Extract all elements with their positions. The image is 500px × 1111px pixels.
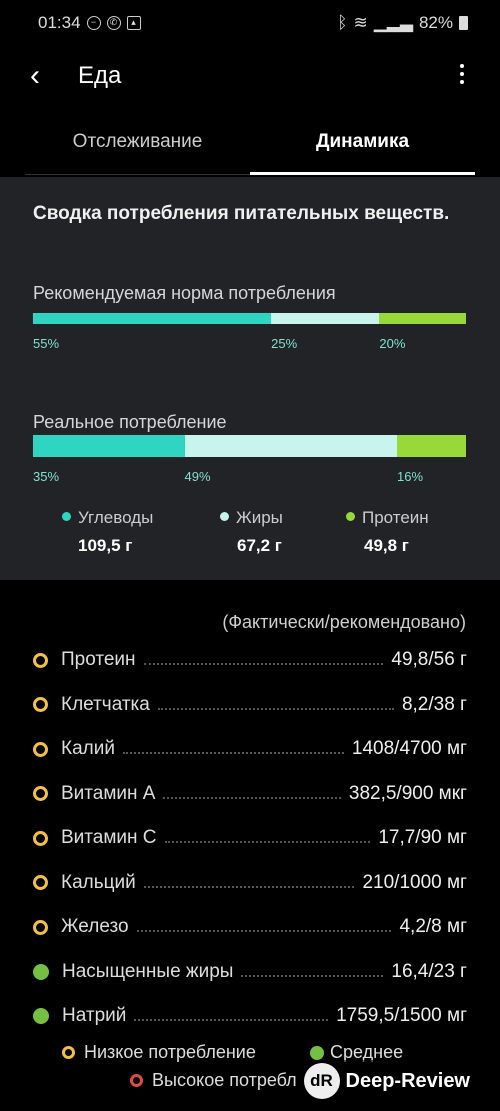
actual-segment-1	[184, 435, 397, 457]
whatsapp-icon: ✆	[106, 16, 121, 30]
low-intake-icon	[33, 652, 48, 668]
battery-percent: 82%	[418, 13, 453, 32]
recommended-segment-1	[271, 313, 380, 324]
high-intake-icon	[130, 1074, 143, 1087]
medium-intake-icon	[33, 963, 49, 980]
watermark-logo: dR	[303, 1063, 340, 1099]
fats-dot-icon	[220, 512, 229, 522]
low-intake-icon	[33, 786, 48, 801]
nutrient-name: Витамин C	[61, 827, 157, 848]
dotted-leader	[241, 974, 384, 977]
low-intake-icon	[33, 830, 48, 846]
nutrient-row: Витамин A 382,5/900 мкг	[33, 782, 467, 806]
nutrient-name: Натрий	[62, 1005, 127, 1026]
recommended-percent-1: 25%	[271, 336, 298, 351]
recommended-percent-2: 20%	[379, 336, 406, 351]
nutrient-row: Железо 4,2/8 мг	[33, 915, 467, 939]
low-intake-icon	[33, 875, 48, 890]
nutrient-value: 1408/4700 мг	[351, 738, 467, 759]
tab-tracking[interactable]: Отслеживание	[72, 131, 203, 152]
watermark-text: Deep-Review	[345, 1069, 471, 1092]
signal-icon: ▁▂▃	[373, 13, 413, 32]
recommended-segment-0	[33, 313, 272, 324]
do-not-disturb-icon: −	[86, 16, 101, 30]
nutrient-summary-card: Сводка потребления питательных веществ. …	[0, 177, 500, 580]
actual-label: Реальное потребление	[33, 412, 227, 432]
nutrient-value: 382,5/900 мкг	[348, 782, 467, 804]
medium-intake-icon	[33, 1008, 49, 1024]
dotted-leader	[136, 930, 392, 932]
recommended-bar	[33, 313, 466, 324]
legend-high: Высокое потребл	[130, 1070, 297, 1091]
app-bar: ‹ Еда	[0, 46, 500, 106]
tab-dynamics[interactable]: Динамика	[250, 116, 475, 175]
actual-segment-2	[396, 435, 466, 457]
nutrient-name: Калий	[61, 738, 115, 759]
recommended-label: Рекомендуемая норма потребления	[33, 283, 336, 303]
carbs-dot-icon	[62, 512, 71, 522]
actual-percent-0: 35%	[33, 469, 60, 484]
battery-icon	[459, 16, 468, 30]
actual-percent-1: 49%	[184, 469, 211, 484]
carbs-value: 109,5 г	[78, 536, 133, 555]
legend-fats: Жиры	[220, 508, 283, 528]
nutrient-row: Протеин 49,8/56 г	[33, 648, 467, 672]
nutrient-row: Насыщенные жиры 16,4/23 г	[33, 960, 467, 984]
legend-carbs: Углеводы	[62, 508, 153, 528]
medium-intake-icon	[310, 1045, 324, 1060]
dotted-leader	[157, 707, 394, 710]
low-intake-icon	[62, 1046, 75, 1059]
fats-value: 67,2 г	[237, 536, 282, 555]
actual-bar	[33, 435, 466, 457]
legend-medium: Среднее	[310, 1042, 403, 1063]
dotted-leader	[164, 841, 371, 843]
nutrient-value: 1759,5/1500 мг	[336, 1005, 467, 1026]
protein-value: 49,8 г	[364, 536, 409, 555]
tab-bar: Отслеживание Динамика	[25, 116, 475, 175]
nutrient-value: 8,2/38 г	[401, 693, 467, 715]
dotted-leader	[122, 752, 344, 754]
nutrients-header: (Фактически/рекомендовано)	[222, 612, 466, 632]
status-bar: 01:34 − ✆ ▴ ᛒ ≋ ▁▂▃ 82%	[0, 0, 500, 46]
nutrient-name: Клетчатка	[61, 693, 150, 715]
nutrient-value: 16,4/23 г	[391, 960, 467, 982]
nutrient-value: 210/1000 мг	[362, 871, 467, 893]
recommended-percent-0: 55%	[33, 336, 60, 351]
nutrient-value: 49,8/56 г	[391, 649, 467, 670]
nutrient-name: Насыщенные жиры	[62, 960, 234, 982]
gallery-icon: ▴	[126, 16, 141, 30]
nutrient-value: 4,2/8 мг	[399, 916, 467, 937]
legend-protein: Протеин	[346, 508, 429, 528]
nutrient-row: Натрий 1759,5/1500 мг	[33, 1004, 467, 1028]
dotted-leader	[163, 796, 341, 799]
nutrient-row: Калий 1408/4700 мг	[33, 737, 467, 761]
dotted-leader	[143, 663, 384, 665]
nutrient-value: 17,7/90 мг	[378, 827, 467, 848]
recommended-segment-2	[379, 313, 466, 324]
low-intake-icon	[33, 919, 48, 935]
status-time: 01:34	[38, 13, 81, 32]
summary-title: Сводка потребления питательных веществ.	[33, 203, 450, 224]
actual-segment-0	[33, 435, 185, 457]
nutrient-row: Клетчатка 8,2/38 г	[33, 693, 467, 717]
nutrient-name: Железо	[61, 916, 129, 937]
low-intake-icon	[33, 741, 48, 757]
nutrient-name: Витамин A	[61, 782, 156, 804]
more-options-icon[interactable]	[460, 64, 464, 84]
dotted-leader	[143, 885, 355, 888]
back-arrow-icon[interactable]: ‹	[30, 59, 40, 92]
page-title: Еда	[78, 62, 122, 89]
watermark: dR Deep-Review	[297, 1060, 476, 1102]
bluetooth-icon: ᛒ	[337, 13, 348, 32]
actual-percent-2: 16%	[397, 469, 424, 484]
nutrient-row: Кальций 210/1000 мг	[33, 871, 467, 895]
legend-low: Низкое потребление	[62, 1042, 256, 1063]
dotted-leader	[134, 1019, 329, 1021]
protein-dot-icon	[346, 512, 355, 522]
nutrient-name: Кальций	[61, 871, 136, 893]
nutrient-row: Витамин C 17,7/90 мг	[33, 826, 467, 850]
wifi-icon: ≋	[353, 13, 368, 32]
low-intake-icon	[33, 697, 48, 712]
nutrient-name: Протеин	[61, 649, 136, 670]
